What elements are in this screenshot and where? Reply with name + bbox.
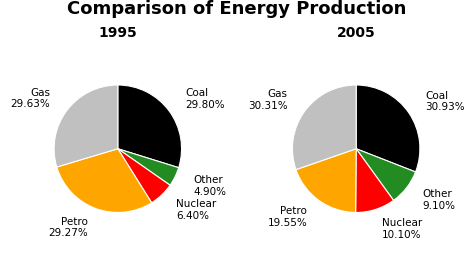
Title: 2005: 2005 — [337, 26, 375, 40]
Text: Nuclear
10.10%: Nuclear 10.10% — [382, 218, 422, 240]
Wedge shape — [356, 149, 393, 213]
Wedge shape — [296, 149, 356, 213]
Text: Gas
30.31%: Gas 30.31% — [248, 89, 288, 111]
Text: Petro
29.27%: Petro 29.27% — [48, 217, 88, 238]
Text: Comparison of Energy Production: Comparison of Energy Production — [67, 0, 407, 18]
Text: Petro
19.55%: Petro 19.55% — [267, 206, 307, 228]
Wedge shape — [356, 149, 416, 200]
Text: Gas
29.63%: Gas 29.63% — [10, 88, 50, 109]
Wedge shape — [118, 149, 179, 185]
Text: Coal
29.80%: Coal 29.80% — [185, 88, 225, 110]
Text: Other
4.90%: Other 4.90% — [193, 175, 227, 196]
Text: Other
9.10%: Other 9.10% — [423, 189, 456, 211]
Wedge shape — [54, 85, 118, 167]
Text: Coal
30.93%: Coal 30.93% — [426, 91, 465, 112]
Wedge shape — [118, 149, 170, 203]
Wedge shape — [57, 149, 152, 213]
Text: Nuclear
6.40%: Nuclear 6.40% — [176, 199, 216, 221]
Wedge shape — [292, 85, 356, 170]
Title: 1995: 1995 — [99, 26, 137, 40]
Wedge shape — [118, 85, 182, 168]
Wedge shape — [356, 85, 420, 172]
